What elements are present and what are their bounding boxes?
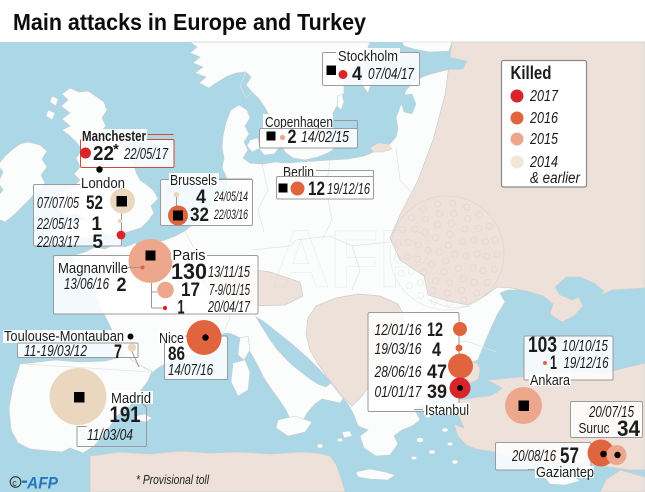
- svg-text:191: 191: [110, 402, 141, 427]
- svg-text:Paris: Paris: [173, 247, 206, 264]
- svg-text:2017: 2017: [529, 88, 559, 105]
- svg-text:12/01/16: 12/01/16: [375, 322, 422, 339]
- svg-text:32: 32: [190, 205, 209, 226]
- svg-text:10/10/15: 10/10/15: [562, 338, 608, 355]
- svg-text:AFP: AFP: [26, 475, 59, 492]
- svg-text:1: 1: [91, 214, 102, 235]
- svg-text:& earlier: & earlier: [530, 170, 581, 187]
- svg-text:13/06/16: 13/06/16: [64, 276, 109, 293]
- svg-text:86: 86: [168, 344, 185, 365]
- svg-text:*: *: [113, 141, 119, 158]
- svg-text:11-19/03/12: 11-19/03/12: [24, 343, 87, 360]
- svg-text:Ankara: Ankara: [530, 372, 571, 389]
- svg-text:22/03/16: 22/03/16: [213, 207, 248, 222]
- svg-text:52: 52: [86, 193, 103, 214]
- svg-text:2016: 2016: [529, 110, 558, 127]
- svg-text:1: 1: [178, 298, 185, 319]
- svg-text:20/04/17: 20/04/17: [207, 299, 250, 316]
- svg-text:34: 34: [617, 416, 641, 441]
- svg-text:Main attacks in Europe and Tur: Main attacks in Europe and Turkey: [13, 9, 366, 35]
- svg-text:2015: 2015: [529, 131, 558, 148]
- svg-text:130: 130: [171, 259, 207, 284]
- svg-text:103: 103: [528, 332, 557, 357]
- svg-text:22/05/13: 22/05/13: [36, 216, 79, 233]
- svg-text:19/03/16: 19/03/16: [375, 341, 422, 358]
- svg-text:4: 4: [352, 64, 362, 85]
- svg-text:19/12/16: 19/12/16: [564, 355, 609, 372]
- svg-text:22/03/17: 22/03/17: [36, 234, 79, 251]
- svg-text:Stockholm: Stockholm: [338, 48, 398, 65]
- svg-text:London: London: [81, 175, 125, 192]
- svg-text:13/11/15: 13/11/15: [208, 264, 250, 281]
- svg-text:Copenhagen: Copenhagen: [265, 114, 333, 131]
- svg-text:14/07/16: 14/07/16: [168, 362, 213, 379]
- svg-text:22/05/17: 22/05/17: [123, 146, 168, 163]
- svg-text:AFP: AFP: [272, 214, 432, 305]
- svg-text:Nice: Nice: [159, 330, 184, 347]
- svg-text:Manchester: Manchester: [82, 128, 146, 145]
- svg-text:39: 39: [427, 382, 447, 403]
- svg-text:12: 12: [427, 320, 443, 341]
- svg-text:24/05/14: 24/05/14: [213, 189, 248, 204]
- svg-text:01/01/17: 01/01/17: [375, 384, 423, 401]
- svg-text:Killed: Killed: [511, 63, 552, 83]
- svg-text:07/07/05: 07/07/05: [37, 195, 79, 212]
- svg-text:c: c: [12, 478, 17, 488]
- svg-text:7: 7: [114, 342, 122, 363]
- svg-text:2: 2: [288, 127, 297, 148]
- svg-text:19/12/16: 19/12/16: [327, 181, 370, 198]
- svg-text:12: 12: [308, 179, 325, 200]
- svg-text:* Provisional toll: * Provisional toll: [136, 472, 210, 487]
- svg-text:Brussels: Brussels: [170, 172, 217, 189]
- svg-text:Istanbul: Istanbul: [425, 402, 469, 419]
- svg-text:22: 22: [93, 143, 114, 165]
- svg-text:07/04/17: 07/04/17: [368, 66, 415, 83]
- svg-text:1: 1: [550, 353, 557, 374]
- svg-text:2: 2: [117, 275, 127, 296]
- svg-text:28/06/16: 28/06/16: [374, 364, 422, 381]
- svg-text:47: 47: [427, 362, 447, 383]
- svg-text:20/07/15: 20/07/15: [588, 404, 634, 421]
- svg-text:20/08/16: 20/08/16: [511, 448, 556, 465]
- svg-text:7-9/01/15: 7-9/01/15: [209, 282, 250, 299]
- svg-text:Toulouse-Montauban: Toulouse-Montauban: [4, 328, 124, 345]
- svg-text:Gaziantep: Gaziantep: [536, 464, 594, 481]
- svg-text:17: 17: [181, 280, 200, 301]
- svg-text:14/02/15: 14/02/15: [301, 129, 349, 146]
- svg-text:57: 57: [560, 443, 579, 468]
- svg-text:5: 5: [92, 232, 103, 253]
- svg-text:Magnanville: Magnanville: [58, 260, 128, 277]
- svg-text:Suruc: Suruc: [579, 420, 610, 437]
- svg-text:2014: 2014: [529, 154, 558, 171]
- svg-text:11/03/04: 11/03/04: [87, 427, 133, 444]
- svg-text:4: 4: [196, 187, 206, 208]
- svg-text:4: 4: [432, 340, 441, 361]
